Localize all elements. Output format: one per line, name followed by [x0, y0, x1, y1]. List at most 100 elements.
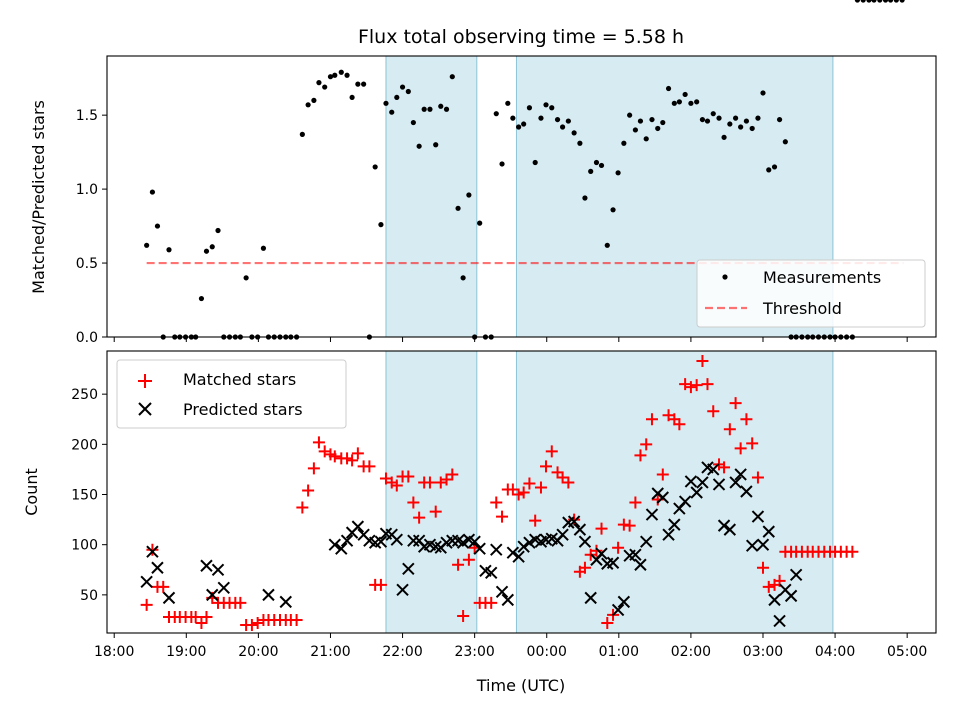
predicted-point-31: [446, 534, 459, 547]
measurement-point-106: [732, 115, 739, 121]
matched-point-40: [363, 460, 376, 473]
measurement-point-94: [665, 85, 672, 92]
measurement-point-34: [332, 72, 338, 78]
measurement-point-57: [460, 275, 466, 281]
measurement-point-130: [866, 0, 872, 3]
matched-point-110: [751, 471, 764, 484]
matched-point-29: [302, 484, 315, 497]
matched-point-49: [413, 511, 426, 524]
x-tick-label-2100: 21:00: [310, 644, 350, 660]
measurement-point-70: [532, 159, 538, 166]
predicted-point-41: [501, 593, 515, 607]
predicted-point-14: [351, 520, 365, 533]
x-tick-label-0300: 03:00: [743, 644, 783, 660]
measurement-point-111: [760, 90, 766, 96]
measurement-point-28: [299, 131, 305, 137]
predicted-point-75: [690, 486, 703, 499]
predicted-point-61: [611, 603, 625, 617]
matched-point-100: [696, 355, 709, 368]
matched-point-109: [746, 437, 759, 450]
matched-point-28: [296, 501, 309, 514]
predicted-point-85: [745, 539, 759, 552]
matched-point-54: [440, 473, 453, 486]
measurement-point-73: [549, 105, 555, 111]
measurement-point-132: [877, 0, 883, 3]
predicted-point-35: [468, 535, 481, 548]
matched-point-48: [407, 496, 420, 509]
top-y-tick-label-1: 0.5: [76, 256, 98, 272]
measurement-point-58: [466, 192, 472, 198]
matched-point-72: [540, 460, 553, 473]
matched-point-81: [590, 544, 603, 557]
predicted-point-65: [634, 558, 647, 571]
matched-point-57: [457, 609, 470, 622]
measurement-point-63: [493, 111, 499, 117]
top-y-ticks: 0.0 0.5 1.0 1.5: [76, 108, 107, 346]
matched-point-88: [629, 496, 642, 509]
measurement-point-39: [361, 81, 367, 87]
measurement-point-90: [643, 136, 649, 142]
top-y-tick-label-0: 0.0: [76, 330, 98, 346]
legend-matched-marker: [138, 374, 152, 388]
measurement-point-91: [649, 116, 655, 123]
measurement-point-87: [627, 112, 633, 118]
measurement-point-44: [389, 109, 395, 115]
measurement-point-78: [577, 140, 583, 146]
matched-point-102: [707, 405, 720, 418]
matched-point-47: [402, 470, 415, 483]
measurement-point-129: [860, 0, 866, 3]
measurement-point-92: [655, 125, 661, 132]
matched-point-98: [684, 381, 697, 394]
x-tick-label-2200: 22:00: [382, 644, 422, 660]
matched-point-96: [673, 418, 686, 431]
measurement-point-88: [632, 127, 638, 133]
matched-point-85: [612, 541, 625, 554]
predicted-point-36: [473, 542, 486, 555]
measurement-point-18: [243, 275, 249, 281]
matched-point-82: [595, 522, 608, 535]
predicted-point-18: [374, 535, 388, 548]
measurement-point-56: [455, 205, 461, 211]
predicted-point-80: [717, 519, 731, 532]
bottom-y-tick-label-4: 250: [71, 387, 98, 403]
legend-measurements-marker: [722, 274, 728, 280]
measurement-point-95: [671, 100, 677, 106]
measurement-point-36: [344, 72, 350, 78]
predicted-point-78: [707, 463, 720, 476]
predicted-point-5: [206, 588, 219, 602]
bottom-y-tick-label-3: 200: [71, 437, 98, 453]
predicted-point-82: [729, 476, 742, 489]
matched-point-107: [734, 442, 747, 455]
predicted-point-92: [784, 589, 798, 603]
x-tick-label-2000: 20:00: [238, 644, 278, 660]
x-tick-label-0200: 02:00: [671, 644, 711, 660]
predicted-point-22: [396, 583, 409, 597]
predicted-point-0: [140, 575, 153, 589]
top-x-ticks: [113, 337, 908, 342]
x-axis-label: Time (UTC): [476, 676, 565, 695]
measurement-point-136: [899, 0, 905, 3]
measurement-point-49: [416, 143, 422, 149]
predicted-point-2: [151, 561, 164, 574]
predicted-point-89: [768, 593, 781, 607]
predicted-point-10: [328, 538, 342, 551]
matched-point-86: [617, 518, 630, 531]
matched-point-63: [490, 496, 503, 509]
matched-point-27: [290, 613, 303, 626]
measurement-point-38: [355, 81, 361, 87]
predicted-point-40: [495, 585, 509, 599]
matched-point-108: [740, 413, 753, 426]
top-legend: Measurements Threshold: [696, 259, 926, 328]
predicted-point-9: [279, 595, 292, 609]
measurement-point-99: [694, 99, 700, 105]
measurement-point-72: [543, 102, 549, 108]
bottom-legend: Matched stars Predicted stars: [116, 359, 347, 429]
matched-point-67: [512, 488, 525, 501]
measurement-point-110: [755, 115, 761, 121]
matched-point-93: [656, 468, 669, 481]
matched-point-105: [723, 423, 736, 436]
matched-point-74: [551, 466, 564, 479]
measurement-point-93: [660, 119, 666, 126]
measurement-point-115: [782, 139, 788, 145]
measurement-point-83: [604, 242, 610, 248]
